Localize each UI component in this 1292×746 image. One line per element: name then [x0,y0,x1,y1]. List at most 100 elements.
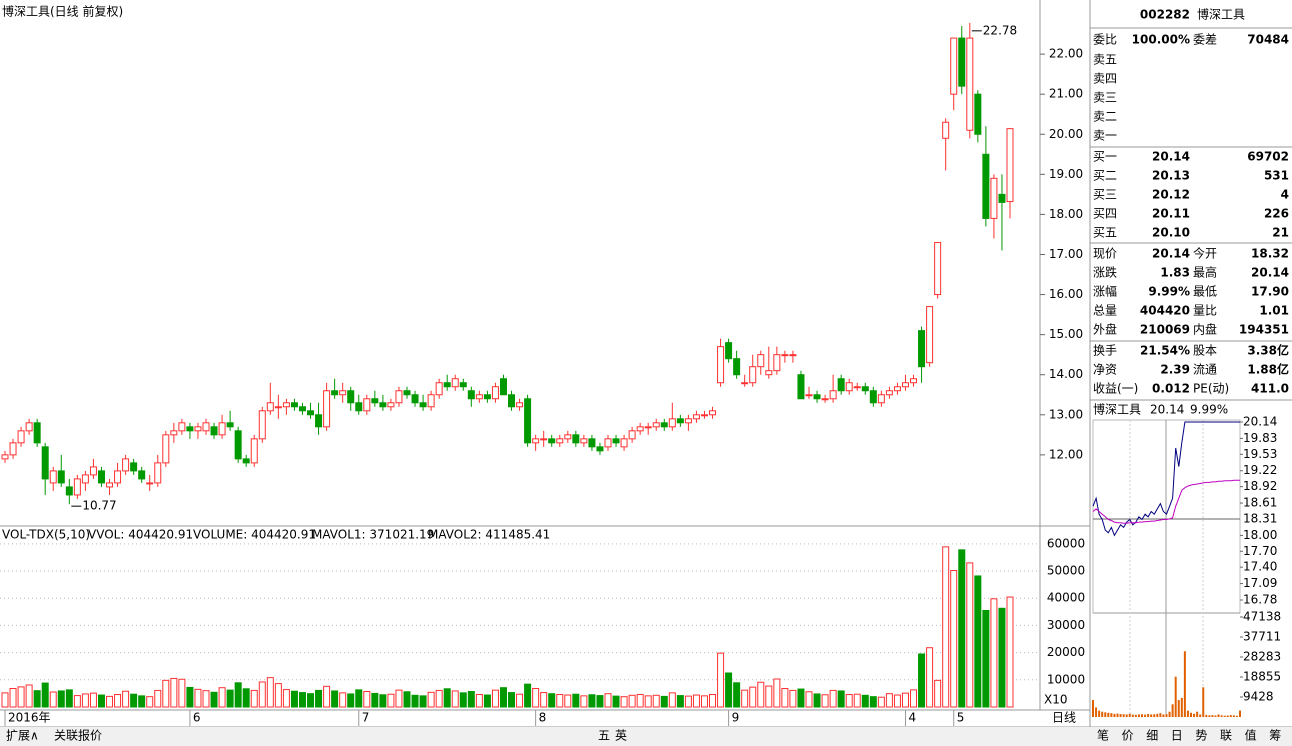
legend-entry: VOL-TDX(5,10) [2,528,90,542]
intraday-header: 9.99% [1190,403,1228,417]
volume-bar [122,690,130,708]
volume-bar [781,688,789,708]
candle-body [588,438,596,448]
y-tick-label: 28283 [1243,650,1281,664]
volume-bar [467,691,475,708]
candle-body [403,390,411,396]
candle-body [186,426,194,432]
candle-body [733,358,741,376]
candle-body [893,386,901,392]
quote-value: 20.14 [1251,266,1289,280]
quote-label: 量比 [1193,304,1217,318]
y-tick-label: 18.00 [1049,207,1083,221]
tab[interactable]: 扩展∧ [6,729,39,743]
tab[interactable]: 细 [1146,729,1158,743]
candle-body [837,378,845,392]
y-tick-label: 16.78 [1243,593,1277,607]
volume-bar [540,692,548,708]
candle-body [178,422,186,432]
y-tick-label: 12.00 [1049,447,1083,461]
candle-body [725,342,733,360]
volume-bar [226,689,234,708]
candle-body [282,402,290,408]
volume-bar [443,688,451,708]
buy-label: 买一 [1093,150,1117,164]
volume-bar [918,653,926,708]
candle-body [692,414,700,420]
volume-bar [218,687,226,708]
volume-bar [499,687,507,708]
volume-bar [700,695,708,708]
volume-bar [210,691,218,708]
candle-body [853,386,861,389]
ime-button[interactable]: 英 [615,729,627,743]
candle-body [926,306,934,364]
volume-bar [588,694,596,708]
volume-bar [138,695,146,708]
legend-entry: MAVOL1: 371021.19 [312,528,434,542]
volume-bar [950,570,958,708]
y-tick-label: 60000 [1047,536,1085,550]
tab[interactable]: 日 [1171,729,1183,743]
volume-bar [459,692,467,708]
candle-body [636,426,644,432]
price-line [1092,421,1240,537]
volume-bar [363,691,371,708]
tab[interactable]: 关联报价 [54,728,102,743]
volume-bar [17,686,25,708]
quote-value: 70484 [1247,33,1289,47]
candle-body [427,394,435,408]
volume-bar [805,691,813,708]
x-tick-label: 4 [908,711,916,725]
volume-bar [89,692,97,708]
y-tick-label: 20.14 [1243,415,1277,429]
volume-bar [81,693,89,708]
candle-body [218,422,226,436]
volume-bar [733,682,741,708]
volume-bar [974,575,982,708]
x-tick-label: 8 [539,711,547,725]
volume-bar [990,598,998,708]
candle-body [25,422,33,432]
volume-bar [307,693,315,708]
volume-bar [282,689,290,708]
volume-bar [49,691,57,708]
volume-bar [829,689,837,708]
ime-button[interactable]: 五 [598,729,610,743]
low-label: 10.77 [82,499,116,513]
volume-bar [668,692,676,708]
candle-body [331,390,339,396]
period-label[interactable]: 日线 [1052,711,1076,725]
tab[interactable]: 价 [1122,729,1134,743]
candle-body [765,370,773,376]
tab[interactable]: 势 [1195,729,1207,743]
candle-body [202,422,210,432]
tab[interactable]: 值 [1245,728,1257,743]
volume-bar [741,689,749,708]
candle-body [130,462,138,472]
candle-body [315,414,323,428]
candle-body [146,482,154,485]
volume-bar [491,689,499,708]
buy-volume: 531 [1264,169,1289,183]
y-tick-label: 21.00 [1049,87,1083,101]
tab[interactable]: 联 [1220,729,1232,743]
x-tick-label: 5 [957,711,965,725]
quote-value: 18.32 [1251,247,1289,261]
quote-label: 现价 [1093,247,1117,261]
candle-body [73,478,81,496]
quote-value: 2.39 [1160,363,1190,377]
volume-bar [403,691,411,708]
tab[interactable]: 筹 [1269,729,1281,743]
candle-body [411,394,419,404]
volume-bar [853,693,861,708]
volume-bar [564,694,572,708]
volume-bar [315,689,323,708]
candle-body [845,382,853,392]
tab[interactable]: 笔 [1097,728,1109,743]
candle-body [89,466,97,476]
candle-body [516,402,524,408]
candle-body [122,458,130,472]
candle-body [700,414,708,417]
y-tick-label: 18.92 [1243,479,1277,493]
